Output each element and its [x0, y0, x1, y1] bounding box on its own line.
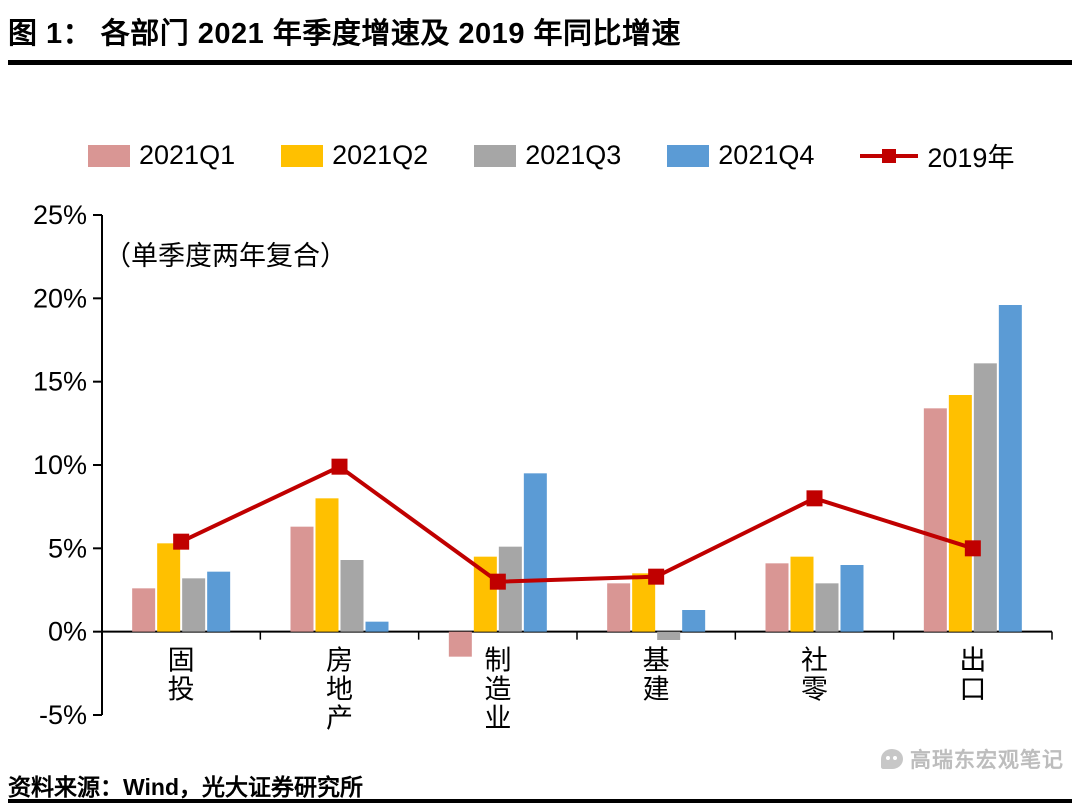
bar-2021Q3-制造业: [498, 546, 522, 632]
bar-2021Q1-房地产: [290, 526, 314, 632]
category-label-出口: 出口: [959, 646, 986, 705]
y-tick-label: 10%: [33, 450, 87, 480]
legend-item-2021Q2: 2021Q2: [281, 140, 428, 171]
legend-label: 2019年: [927, 143, 1015, 173]
marker-2019年-房地产: [331, 458, 348, 475]
legend-swatch-icon: [474, 144, 517, 167]
marker-2019年-社零: [806, 490, 823, 507]
bar-2021Q1-社零: [765, 563, 789, 632]
bar-2021Q3-出口: [973, 363, 997, 632]
bar-2021Q3-固投: [182, 578, 206, 632]
marker-2019年-出口: [964, 540, 981, 557]
chart-canvas: -5% 0% 5% 10% 15% 20% 25% 固投 房地产 制造业 基建 社零 出口: [33, 200, 1053, 734]
y-tick-label: -5%: [39, 700, 87, 730]
y-tick-label: 15%: [33, 367, 87, 397]
chart-legend: 2021Q1 2021Q2 2021Q3 2021Q4 2019年: [88, 136, 1014, 175]
legend-item-2021Q4: 2021Q4: [667, 140, 814, 171]
category-label-房地产: 房地产: [326, 646, 353, 734]
legend-line-marker: [882, 148, 897, 163]
bar-2021Q4-社零: [840, 565, 864, 632]
bar-2021Q2-基建: [632, 573, 656, 632]
legend-label: 2021Q2: [332, 140, 429, 170]
page-title: 图 1： 各部门 2021 年季度增速及 2019 年同比增速: [8, 18, 681, 50]
marker-2019年-制造业: [489, 573, 506, 590]
bar-2021Q2-出口: [948, 395, 972, 632]
bar-2021Q4-房地产: [365, 621, 389, 632]
legend-swatch-icon: [667, 144, 710, 167]
watermark-text: 高瑞东宏观笔记: [910, 749, 1064, 772]
bar-2021Q1-固投: [132, 588, 156, 632]
bar-2021Q4-基建: [682, 610, 706, 632]
chart-annotation: （单季度两年复合）: [104, 241, 347, 271]
bottom-divider: [8, 799, 1072, 803]
bar-2021Q4-出口: [998, 305, 1022, 632]
legend-label: 2021Q1: [139, 140, 236, 170]
bar-2021Q2-固投: [157, 543, 181, 632]
y-tick-label: 25%: [33, 200, 87, 230]
bar-2021Q2-社零: [790, 556, 814, 632]
watermark-logo-icon: [881, 749, 903, 769]
bar-2021Q3-房地产: [340, 560, 364, 632]
legend-item-2021Q3: 2021Q3: [474, 140, 621, 171]
legend-line-swatch-icon: [860, 146, 919, 166]
y-tick-label: 0%: [48, 617, 87, 647]
marker-2019年-基建: [648, 568, 665, 585]
legend-label: 2021Q4: [718, 140, 815, 170]
legend-item-2019年: 2019年: [860, 136, 1014, 175]
y-tick-label: 20%: [33, 283, 87, 313]
bar-2021Q3-基建: [657, 631, 681, 640]
category-label-制造业: 制造业: [484, 646, 511, 734]
legend-item-2021Q1: 2021Q1: [88, 140, 235, 171]
bar-2021Q3-社零: [815, 583, 839, 632]
watermark: 高瑞东宏观笔记: [881, 744, 1064, 774]
title-divider: [8, 60, 1072, 65]
bar-2021Q1-出口: [923, 408, 947, 632]
bar-2021Q2-房地产: [315, 498, 339, 632]
category-label-基建: 基建: [643, 646, 670, 705]
category-label-社零: 社零: [801, 646, 828, 705]
source-note: 资料来源：Wind，光大证券研究所: [8, 774, 363, 800]
bar-2021Q4-固投: [207, 571, 231, 632]
category-label-固投: 固投: [168, 646, 195, 705]
line-2019年: [180, 464, 974, 584]
bar-2021Q1-基建: [607, 583, 631, 632]
y-tick-label: 5%: [48, 533, 87, 563]
marker-2019年-固投: [173, 533, 190, 550]
bar-2021Q1-制造业: [448, 631, 472, 657]
bar-2021Q4-制造业: [523, 473, 547, 632]
legend-swatch-icon: [88, 144, 130, 167]
legend-label: 2021Q3: [525, 140, 622, 170]
legend-swatch-icon: [281, 144, 324, 167]
